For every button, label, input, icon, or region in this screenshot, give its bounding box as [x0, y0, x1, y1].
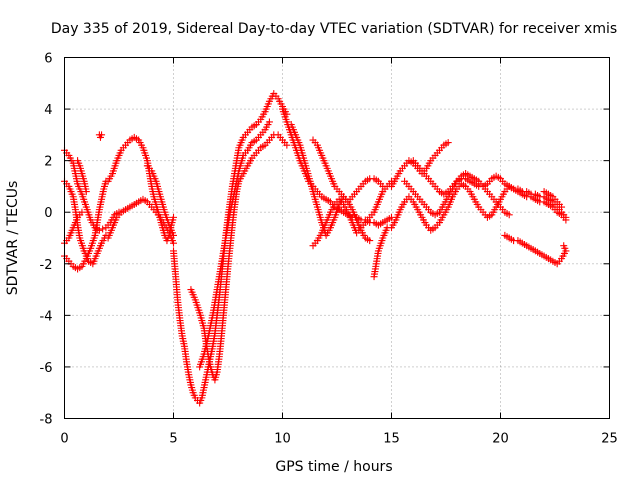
x-tick-label: 25: [601, 432, 618, 447]
data-point: [170, 239, 177, 247]
x-tick-label: 20: [492, 432, 509, 447]
x-axis-label: GPS time / hours: [275, 459, 392, 475]
ticks-layer: [64, 57, 610, 419]
series-trackU: [409, 157, 570, 221]
y-tick-label: 4: [44, 103, 52, 118]
data-point: [562, 213, 570, 221]
series-trackO: [309, 136, 387, 206]
x-tick-label: 0: [60, 432, 68, 447]
y-tick-label: 0: [44, 206, 52, 221]
data-point: [366, 237, 374, 245]
series-trackI: [143, 162, 177, 239]
series-trackE: [61, 208, 86, 247]
y-axis-label: SDTVAR / TECUs: [5, 181, 21, 296]
series-trackF: [95, 131, 106, 141]
y-tick-label: -6: [40, 361, 53, 376]
grid-layer: [64, 57, 610, 419]
y-tick-label: -8: [40, 413, 53, 428]
data-point: [370, 273, 378, 281]
data-point: [265, 118, 273, 126]
data-point: [283, 141, 291, 149]
data-point: [444, 139, 452, 147]
data-point: [560, 242, 568, 250]
series-trackV: [501, 231, 570, 268]
data-point: [505, 211, 513, 219]
data-point: [82, 188, 90, 196]
series-trackR: [388, 139, 452, 190]
series-trackC: [61, 177, 110, 273]
x-tick-label: 10: [274, 432, 291, 447]
data-point: [170, 231, 177, 239]
series-trackQ: [370, 224, 391, 281]
series-trackW: [540, 188, 566, 211]
series-trackD: [74, 157, 90, 196]
y-tick-label: -4: [40, 309, 53, 324]
tick-labels-layer: 0 5 10 15 20 25 -8 -6 -4 -2 0 2 4 6: [40, 52, 618, 447]
data-point: [96, 133, 104, 141]
data-point: [558, 203, 566, 211]
y-tick-label: 2: [44, 155, 52, 170]
data-point: [99, 225, 107, 233]
data-points-layer: [61, 90, 570, 407]
y-tick-label: 6: [44, 52, 52, 67]
data-point: [78, 208, 86, 216]
chart-title: Day 335 of 2019, Sidereal Day-to-day VTE…: [51, 21, 617, 37]
plot-frame: [64, 57, 610, 419]
data-point: [170, 213, 177, 221]
x-tick-label: 15: [383, 432, 400, 447]
series-trackL: [196, 118, 273, 371]
x-tick-label: 5: [169, 432, 177, 447]
y-tick-label: -2: [40, 258, 53, 273]
series-trackP: [309, 177, 395, 250]
